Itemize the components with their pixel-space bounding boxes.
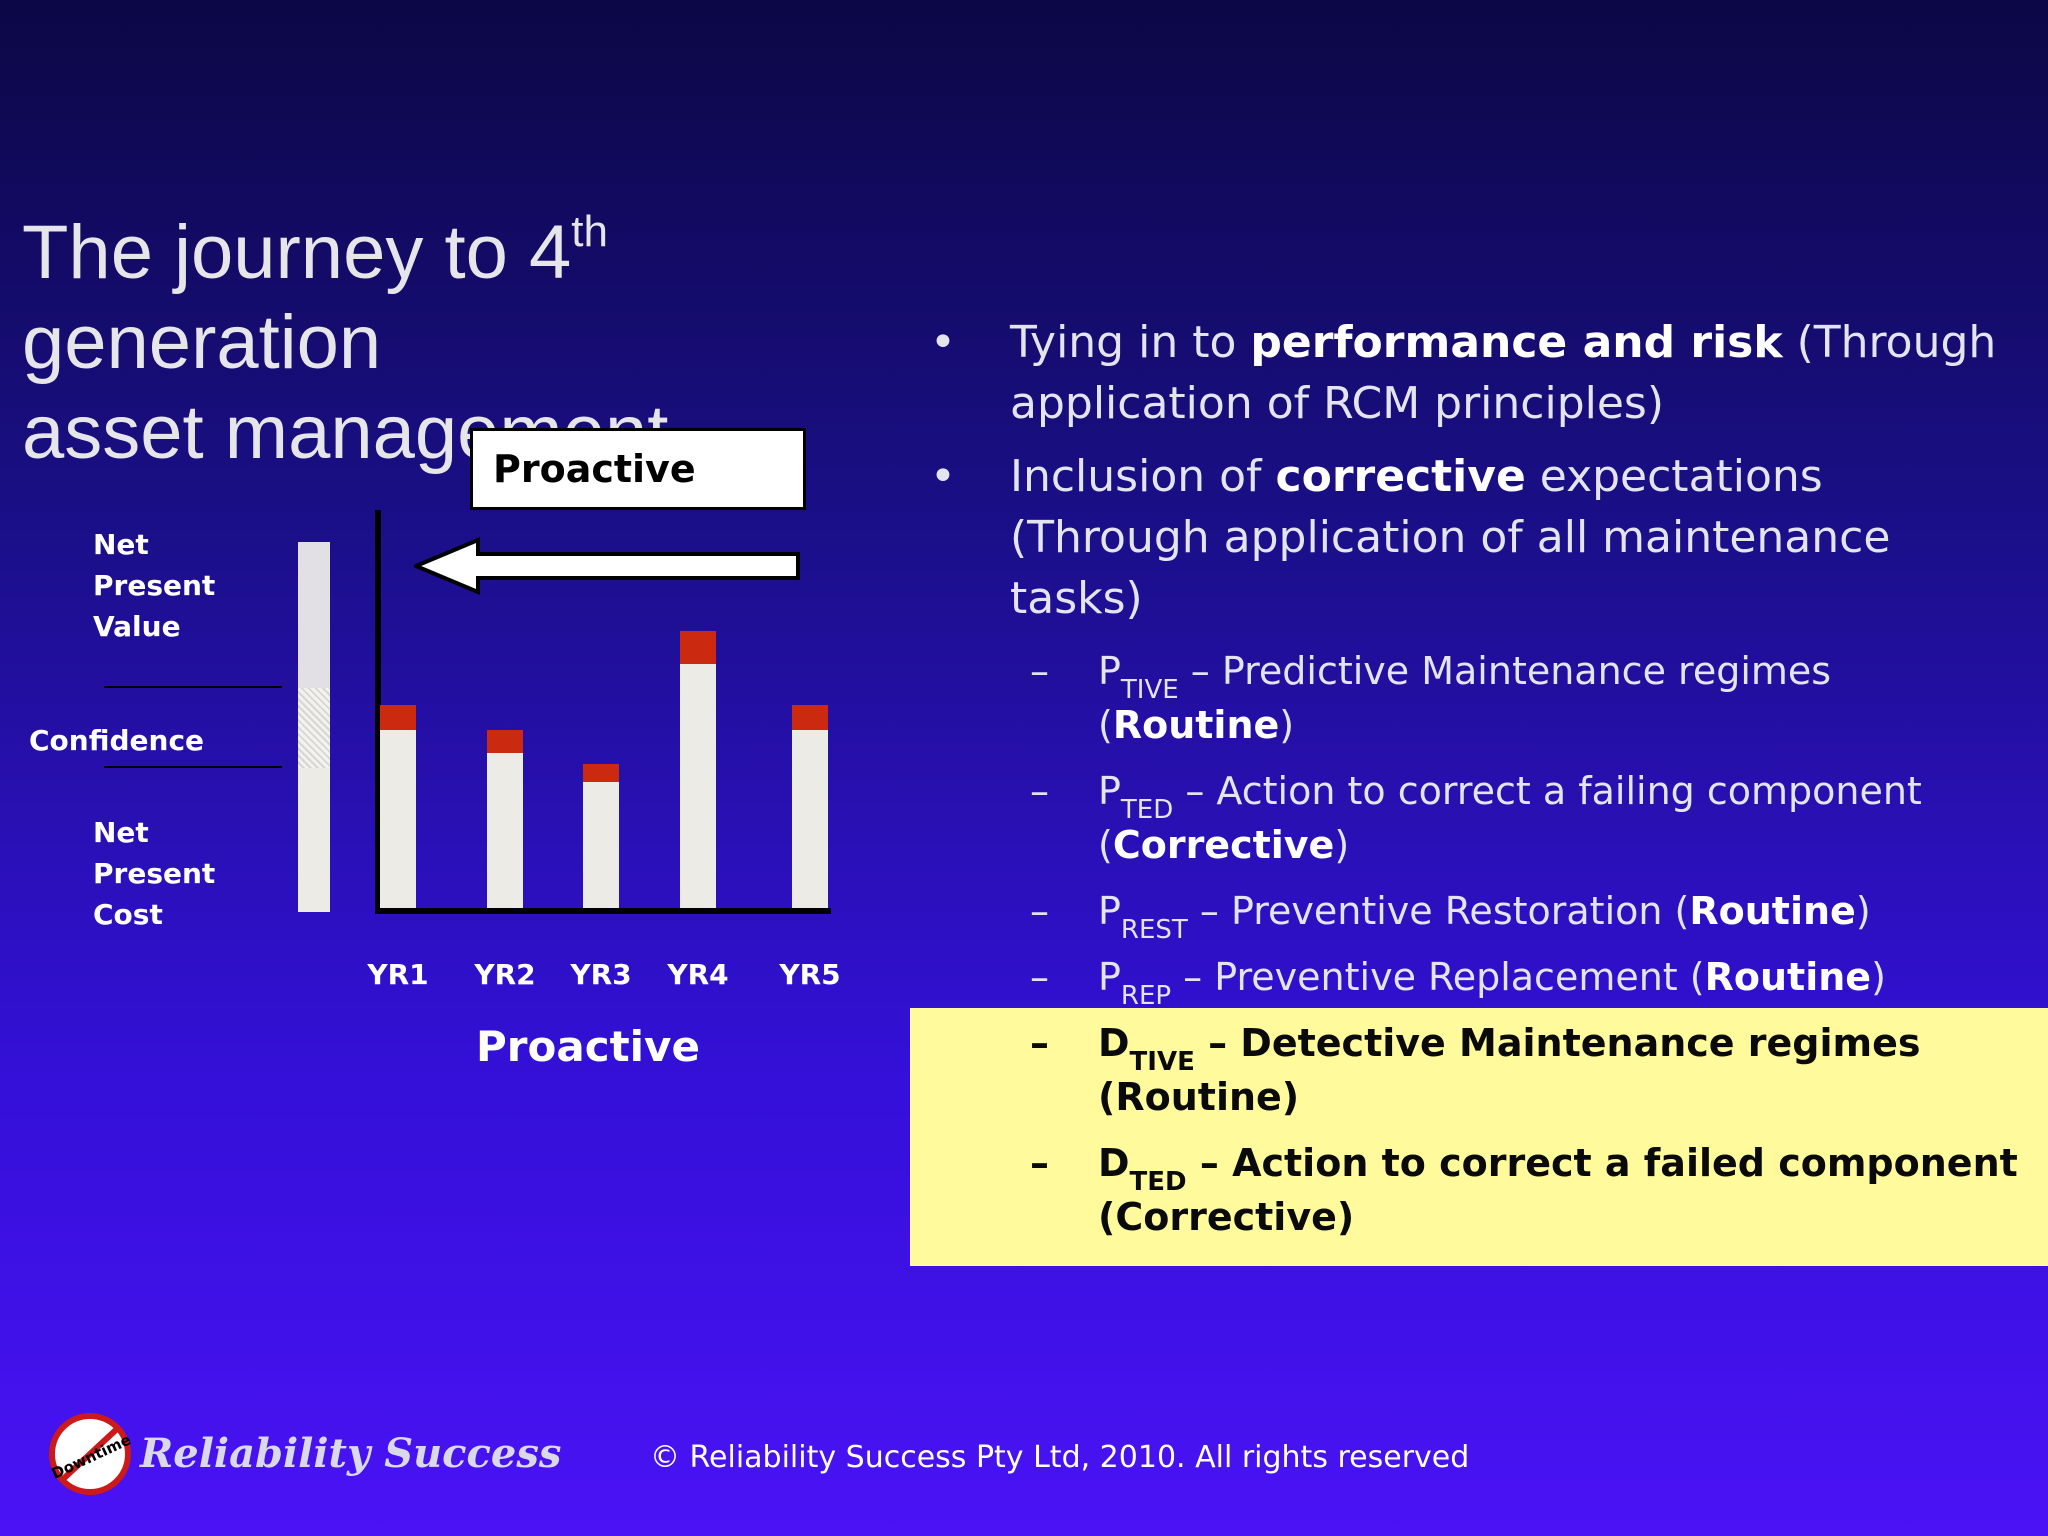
title-superscript: th bbox=[571, 206, 608, 256]
legend-confidence: Confidence bbox=[29, 724, 205, 757]
subitem-p-rep: – PREP – Preventive Replacement (Routine… bbox=[1030, 955, 1886, 1011]
title-text: The journey to 4 bbox=[22, 210, 572, 295]
proactive-label-box: Proactive bbox=[470, 428, 806, 510]
subitem-d-tive: – DTIVE – Detective Maintenance regimes … bbox=[1030, 1021, 1921, 1119]
legend-net-present-value: Net Present Value bbox=[93, 528, 216, 643]
x-axis-title: Proactive bbox=[476, 1022, 700, 1071]
bar-yr4 bbox=[680, 630, 716, 908]
legend-bar bbox=[298, 542, 330, 912]
bar-cap-yr4 bbox=[680, 630, 716, 664]
highlight-box bbox=[910, 1008, 2048, 1266]
x-tick-yr5: YR5 bbox=[779, 958, 841, 991]
bar-cap-yr1 bbox=[380, 704, 416, 731]
bar-cap-yr2 bbox=[487, 730, 523, 753]
bar-yr1 bbox=[380, 704, 416, 908]
x-tick-yr3: YR3 bbox=[570, 958, 632, 991]
copyright-footer: © Reliability Success Pty Ltd, 2010. All… bbox=[650, 1440, 1470, 1475]
x-tick-yr4: YR4 bbox=[667, 958, 729, 991]
logo-wordmark: Reliability Success bbox=[140, 1430, 562, 1477]
bar-yr3 bbox=[583, 763, 619, 908]
subitem-p-tive: – PTIVE – Predictive Maintenance regimes… bbox=[1030, 649, 1832, 747]
legend-divider-upper bbox=[104, 686, 282, 688]
subitem-p-rest: – PREST – Preventive Restoration (Routin… bbox=[1030, 889, 1871, 945]
x-tick-yr2: YR2 bbox=[474, 958, 536, 991]
legend-net-present-cost: Net Present Cost bbox=[93, 816, 216, 931]
bar-cap-yr3 bbox=[583, 763, 619, 783]
subitem-d-ted: – DTED – Action to correct a failed comp… bbox=[1030, 1141, 2018, 1239]
bar-yr5 bbox=[792, 704, 828, 908]
legend-divider-lower bbox=[104, 766, 282, 768]
bar-cap-yr5 bbox=[792, 704, 828, 731]
y-axis bbox=[375, 510, 381, 914]
bar-yr2 bbox=[487, 730, 523, 908]
x-tick-yr1: YR1 bbox=[367, 958, 429, 991]
subitem-p-ted: – PTED – Action to correct a failing com… bbox=[1030, 769, 1922, 867]
x-axis bbox=[375, 908, 831, 914]
no-downtime-icon: Downtime bbox=[49, 1413, 132, 1495]
title-text-end: generation bbox=[22, 300, 382, 385]
left-arrow-icon bbox=[414, 536, 800, 596]
bullet-1: • Tying in to performance and risk (Thro… bbox=[930, 317, 1997, 429]
bullet-2: • Inclusion of corrective expectations (… bbox=[930, 451, 1891, 624]
